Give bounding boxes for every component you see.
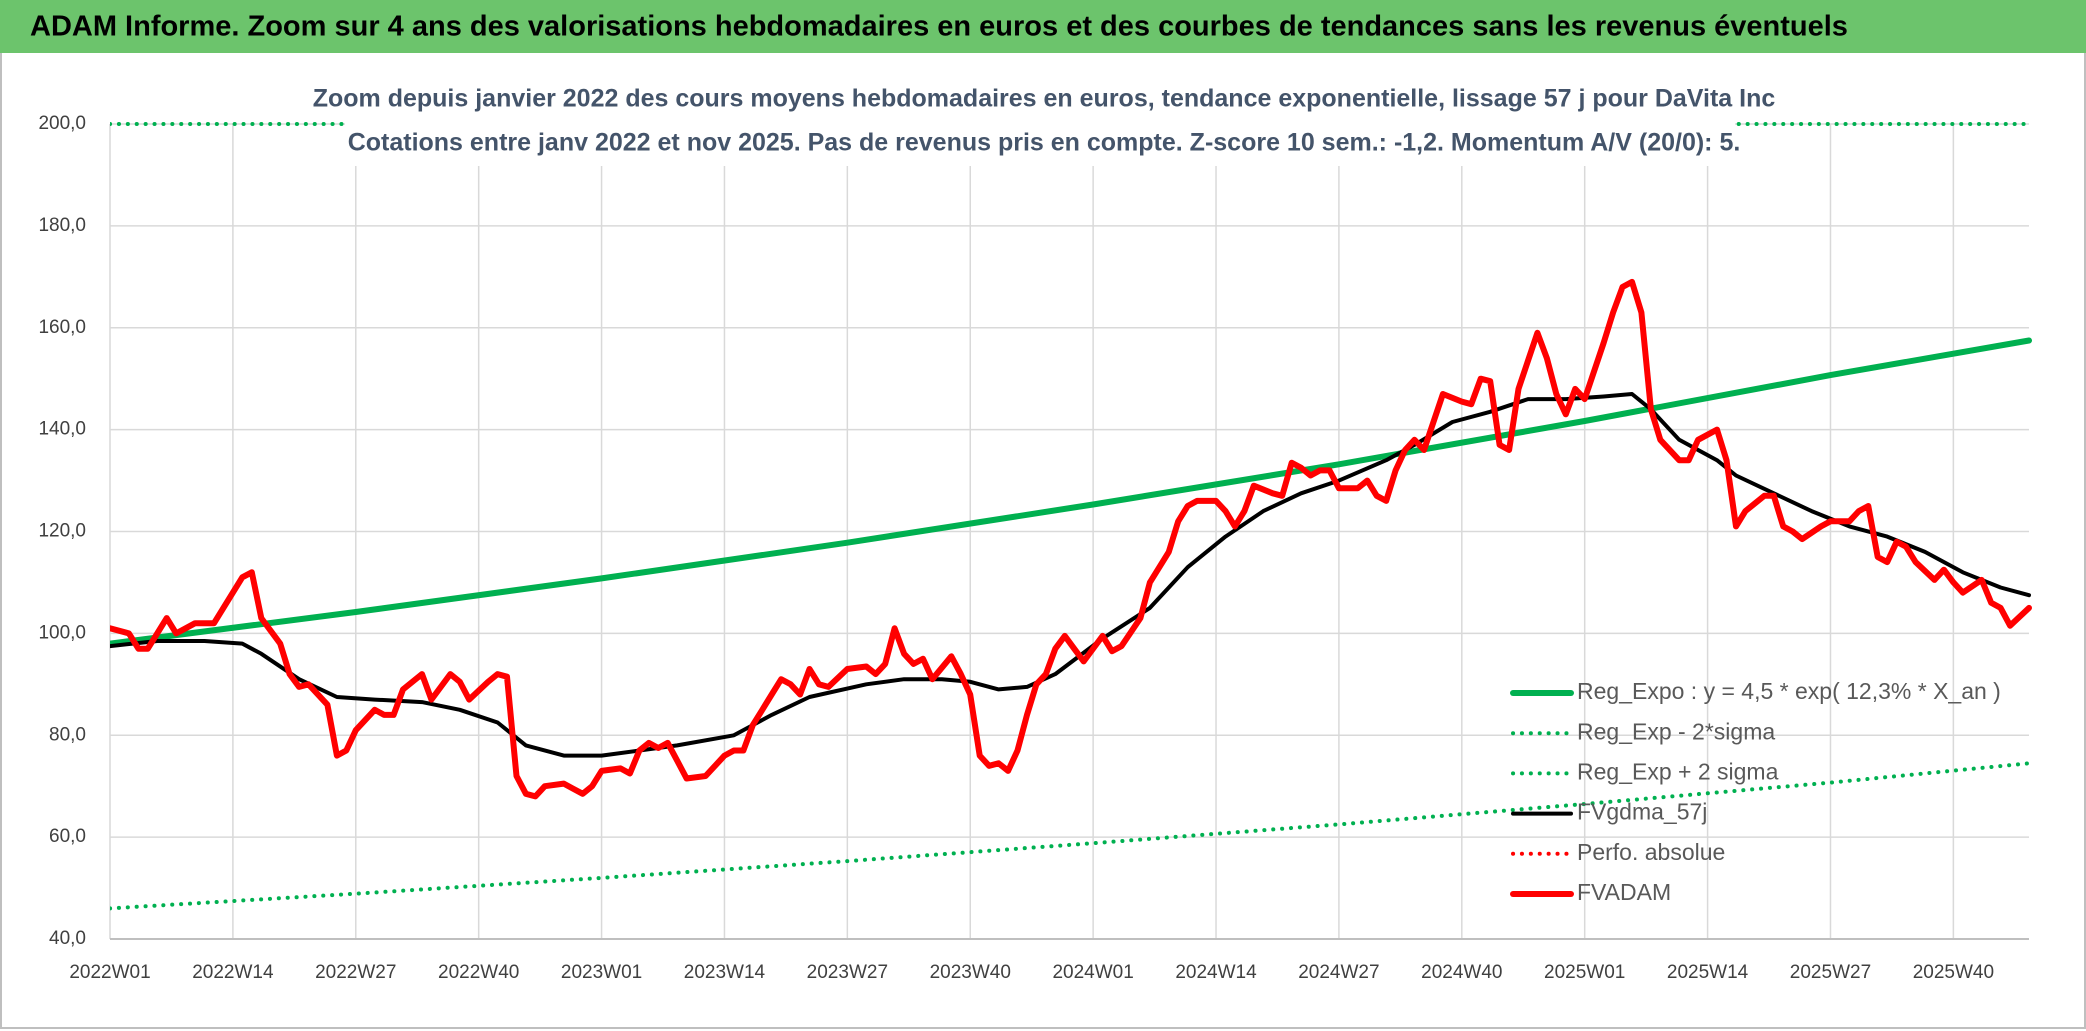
header-bar — [0, 0, 2086, 53]
x-tick-label: 2024W01 — [1052, 962, 1133, 983]
y-tick-label: 140,0 — [38, 419, 86, 440]
x-tick-label: 2025W14 — [1667, 962, 1749, 983]
x-tick-label: 2025W27 — [1790, 962, 1871, 983]
y-tick-label: 40,0 — [49, 928, 86, 949]
y-tick-label: 100,0 — [38, 622, 86, 643]
legend-label: Reg_Expo : y = 4,5 * exp( 12,3% * X_an ) — [1577, 678, 2001, 704]
overlay: Zoom depuis janvier 2022 des cours moyen… — [313, 78, 1776, 166]
legend-label: FVgdma_57j — [1577, 799, 1707, 825]
legend-label: Reg_Exp - 2*sigma — [1577, 718, 1775, 744]
legend-label: FVADAM — [1577, 879, 1671, 905]
subtitle-background — [345, 78, 1735, 166]
x-tick-label: 2024W40 — [1421, 962, 1502, 983]
series-line — [110, 278, 2032, 800]
legend: Reg_Expo : y = 4,5 * exp( 12,3% * X_an )… — [1510, 678, 2001, 905]
subtitle: Cotations entre janv 2022 et nov 2025. P… — [348, 129, 1741, 157]
x-tick-label: 2023W01 — [561, 962, 642, 983]
x-tick-label: 2024W14 — [1175, 962, 1257, 983]
x-tick-label: 2022W40 — [438, 962, 519, 983]
y-tick-label: 180,0 — [38, 215, 86, 236]
x-tick-label: 2025W01 — [1544, 962, 1625, 983]
y-tick-label: 80,0 — [49, 724, 86, 745]
series-line — [110, 337, 2032, 647]
x-tick-label: 2024W27 — [1298, 962, 1379, 983]
x-tick-label: 2022W01 — [69, 962, 150, 983]
x-tick-label: 2025W40 — [1913, 962, 1994, 983]
x-tick-label: 2023W40 — [930, 962, 1011, 983]
x-tick-label: 2022W27 — [315, 962, 396, 983]
subtitle: Zoom depuis janvier 2022 des cours moyen… — [313, 85, 1776, 113]
legend-label: Perfo. absolue — [1577, 839, 1725, 865]
y-tick-label: 60,0 — [49, 826, 86, 847]
series-line — [110, 761, 2031, 911]
y-tick-label: 160,0 — [38, 317, 86, 338]
y-tick-label: 120,0 — [38, 521, 86, 542]
x-tick-label: 2022W14 — [192, 962, 274, 983]
x-tick-label: 2023W14 — [684, 962, 766, 983]
chart-title: ADAM Informe. Zoom sur 4 ans des valoris… — [30, 11, 1848, 43]
x-tick-label: 2023W27 — [807, 962, 888, 983]
legend-label: Reg_Exp + 2 sigma — [1577, 758, 1779, 784]
y-tick-label: 200,0 — [38, 113, 86, 134]
